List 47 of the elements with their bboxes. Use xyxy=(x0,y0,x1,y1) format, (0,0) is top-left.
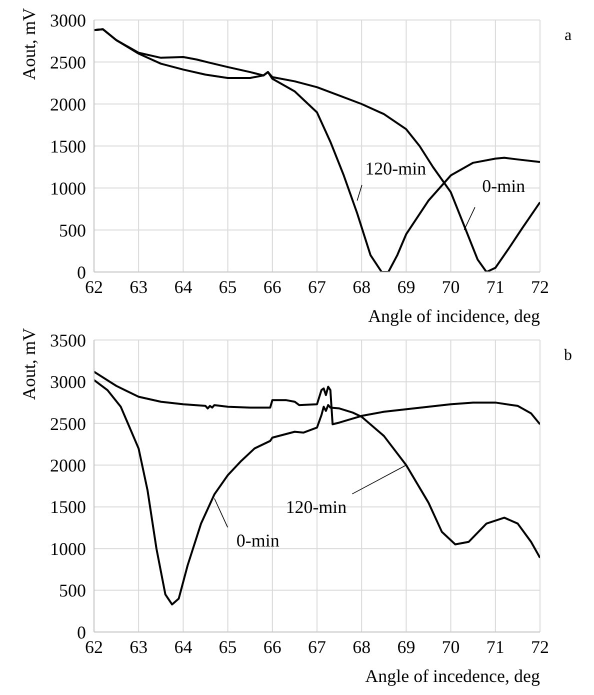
x-tick-label: 64 xyxy=(174,636,192,657)
x-tick-label: 64 xyxy=(174,276,192,297)
y-tick-label: 2500 xyxy=(50,52,86,72)
text: b xyxy=(564,347,572,364)
x-tick-label: 71 xyxy=(486,636,504,657)
x-tick-label: 67 xyxy=(308,276,326,297)
y-tick-label: 500 xyxy=(59,220,86,240)
x-axis-title: Angle of incidence, deg xyxy=(368,306,540,326)
x-tick-label: 69 xyxy=(397,276,416,297)
x-tick-label: 70 xyxy=(442,276,460,297)
y-tick-label: 1000 xyxy=(50,178,86,198)
x-tick-label: 65 xyxy=(218,276,237,297)
y-tick-label: 1500 xyxy=(50,136,86,156)
x-tick-label: 72 xyxy=(531,276,549,297)
x-tick-label: 63 xyxy=(130,276,148,297)
text: a xyxy=(564,27,572,44)
x-tick-label: 68 xyxy=(352,276,371,297)
x-tick-label: 69 xyxy=(397,636,416,657)
x-tick-label: 71 xyxy=(486,276,504,297)
x-tick-label: 66 xyxy=(263,276,282,297)
y-tick-label: 2000 xyxy=(50,94,86,114)
y-tick-label: 0 xyxy=(77,262,86,282)
annotation: 0-min xyxy=(482,176,526,196)
y-tick-label: 3000 xyxy=(50,372,86,392)
x-tick-label: 65 xyxy=(218,636,237,657)
x-tick-label: 67 xyxy=(308,636,326,657)
x-tick-label: 62 xyxy=(85,276,103,297)
y-tick-label: 0 xyxy=(77,622,86,642)
annotation: 120-min xyxy=(286,497,347,518)
y-tick-label: 1500 xyxy=(50,497,86,518)
annotation: 120-min xyxy=(365,158,426,179)
y-tick-label: 2500 xyxy=(50,414,86,434)
y-tick-label: 3000 xyxy=(50,10,86,30)
y-tick-label: 500 xyxy=(59,580,86,601)
x-tick-label: 70 xyxy=(442,636,460,657)
x-axis-title: Angle of incedence, deg xyxy=(365,666,540,686)
annotation: 0-min xyxy=(236,530,280,551)
x-tick-label: 62 xyxy=(85,636,103,657)
x-tick-label: 66 xyxy=(263,636,282,657)
y-tick-label: 2000 xyxy=(50,456,86,476)
y-tick-label: 1000 xyxy=(50,538,86,559)
x-tick-label: 72 xyxy=(531,636,549,657)
x-tick-label: 63 xyxy=(130,636,148,657)
y-axis-title: Aout, mV xyxy=(18,328,39,400)
y-tick-label: 3500 xyxy=(50,330,86,350)
x-tick-label: 68 xyxy=(352,636,371,657)
y-axis-title: Aout, mV xyxy=(18,8,39,80)
